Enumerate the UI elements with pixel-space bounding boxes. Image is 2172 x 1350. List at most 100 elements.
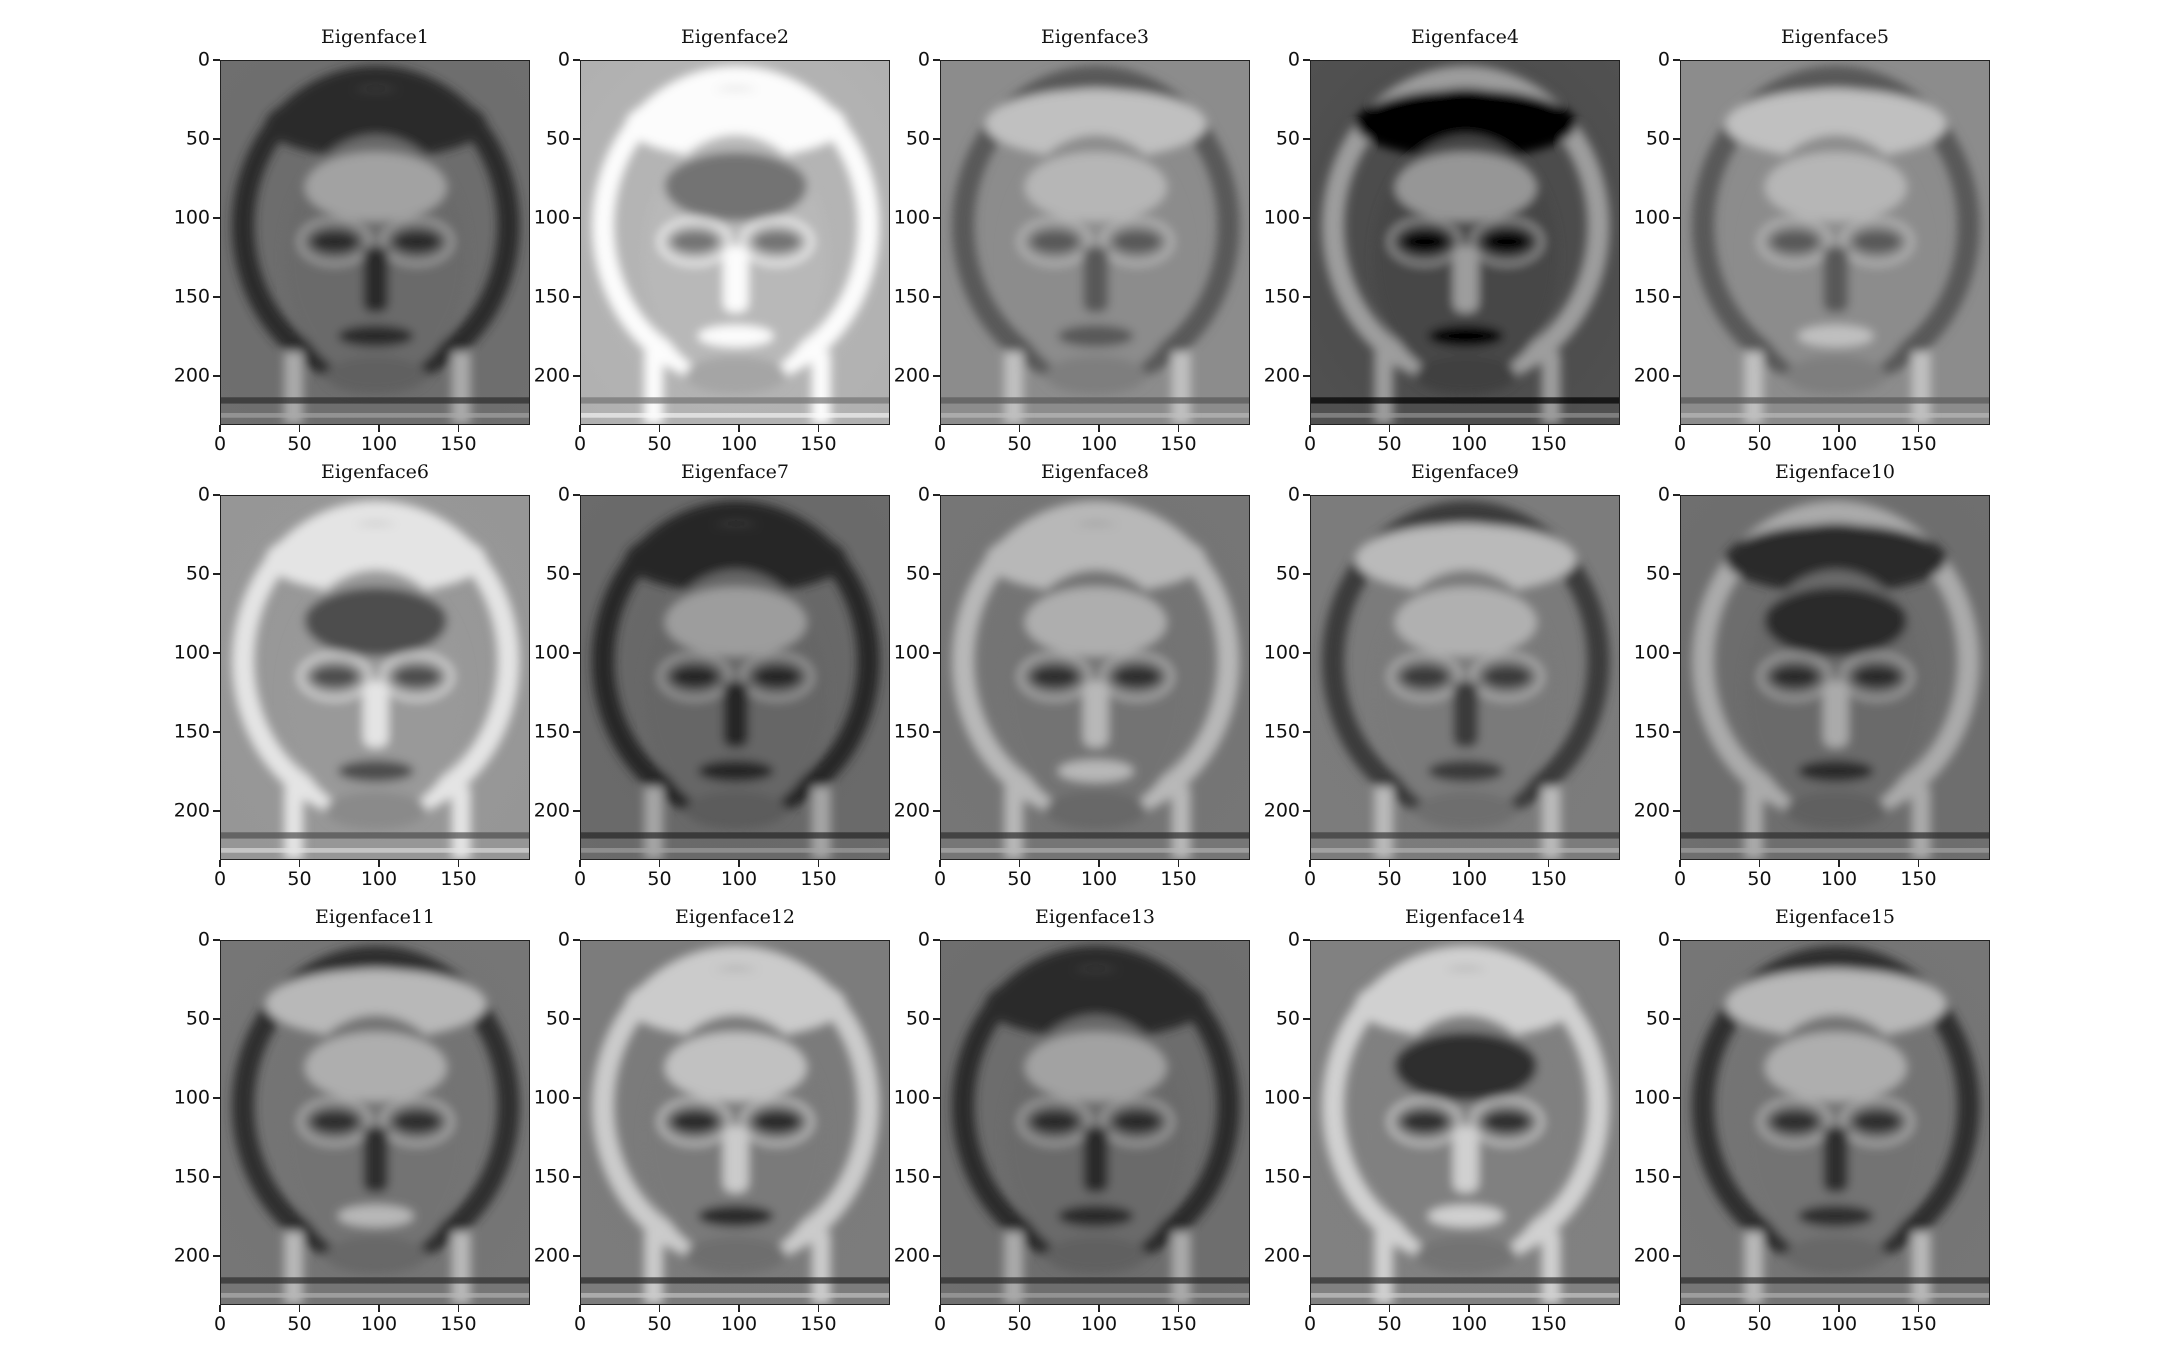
y-tick-mark	[1303, 1097, 1310, 1099]
mouth	[337, 1205, 414, 1227]
x-tick-label: 150	[800, 1313, 837, 1335]
left-lens	[658, 217, 732, 266]
y-tick-label: 100	[1263, 206, 1300, 229]
y-tick-label: 200	[533, 799, 570, 822]
eigenface-image	[941, 496, 1249, 859]
image-axes	[220, 495, 530, 860]
face-features	[1322, 65, 1610, 424]
y-tick-label: 150	[1263, 285, 1300, 308]
bottom-band	[1681, 1293, 1989, 1298]
x-tick-label: 0	[1673, 433, 1687, 455]
x-tick-mark	[579, 860, 581, 867]
y-tick-label: 100	[173, 206, 210, 229]
x-tick-label: 50	[1007, 433, 1032, 455]
face-features	[592, 65, 880, 424]
right-lens	[1840, 1097, 1914, 1146]
right-lens	[740, 217, 814, 266]
nose	[1823, 1126, 1849, 1193]
hair-band	[625, 969, 847, 1039]
y-tick-label: 50	[905, 562, 930, 585]
image-axes	[1310, 940, 1620, 1305]
eigenface-image	[581, 61, 889, 424]
nose	[1453, 1126, 1479, 1193]
x-tick-mark	[1917, 425, 1920, 432]
left-lens	[1388, 1097, 1462, 1146]
y-tick-label: 0	[1657, 928, 1670, 951]
y-tick-mark	[573, 573, 580, 575]
y-tick-mark	[573, 375, 580, 377]
y-tick-label: 50	[545, 127, 570, 150]
bottom-band	[581, 397, 889, 404]
y-tick-mark	[1673, 652, 1680, 654]
forehead	[1024, 587, 1167, 657]
x-tick-label: 50	[1747, 868, 1772, 890]
image-axes	[940, 940, 1250, 1305]
x-tick-mark	[1917, 860, 1920, 867]
face-features	[232, 945, 520, 1304]
forehead	[1764, 1032, 1907, 1102]
y-tick-mark	[1303, 573, 1310, 575]
left-eye	[1401, 665, 1449, 688]
hair-band	[985, 89, 1207, 159]
y-tick-label: 0	[197, 48, 210, 71]
right-neck-streak	[451, 786, 471, 859]
nose	[1453, 681, 1479, 748]
nose	[723, 1126, 749, 1193]
hair-band	[265, 524, 487, 594]
forehead	[304, 587, 447, 657]
right-eye	[393, 230, 441, 253]
right-eye	[753, 665, 801, 688]
x-tick-mark	[1098, 860, 1100, 867]
y-tick-label: 200	[893, 1244, 930, 1267]
y-tick-label: 100	[1633, 1086, 1670, 1109]
chin	[1415, 356, 1517, 395]
y-tick-label: 100	[1263, 641, 1300, 664]
y-tick-mark	[213, 939, 220, 941]
hair-band	[1725, 89, 1947, 159]
right-eye	[1113, 230, 1161, 253]
mouth	[697, 325, 774, 347]
y-tick-label: 200	[173, 1244, 210, 1267]
left-neck-streak	[284, 786, 304, 859]
bottom-band	[1681, 832, 1989, 839]
bottom-band	[1681, 413, 1989, 418]
eigenface-image	[581, 941, 889, 1304]
y-tick-mark	[1673, 1097, 1680, 1099]
y-tick-label: 200	[533, 364, 570, 387]
y-tick-label: 150	[533, 720, 570, 743]
x-tick-label: 50	[1377, 433, 1402, 455]
mouth	[337, 325, 414, 347]
forehead	[1394, 1032, 1537, 1102]
x-tick-label: 0	[213, 433, 227, 455]
bottom-band	[1311, 1277, 1619, 1284]
y-tick-mark	[1303, 1255, 1310, 1257]
y-tick-label: 200	[173, 364, 210, 387]
y-tick-mark	[1673, 1255, 1680, 1257]
panel-title: Eigenface1	[321, 26, 429, 48]
right-lens	[740, 1097, 814, 1146]
y-tick-mark	[573, 1255, 580, 1257]
x-tick-mark	[219, 425, 221, 432]
x-tick-mark	[378, 860, 380, 867]
forehead	[664, 152, 807, 222]
y-tick-label: 150	[1633, 285, 1670, 308]
left-eye	[311, 230, 359, 253]
panel-title: Eigenface8	[1041, 461, 1149, 483]
y-tick-label: 0	[917, 483, 930, 506]
mouth	[697, 1205, 774, 1227]
right-lens	[1100, 217, 1174, 266]
x-tick-mark	[658, 1305, 661, 1312]
x-tick-label: 0	[1673, 1313, 1687, 1335]
nose	[1083, 1126, 1109, 1193]
right-eye	[1113, 1110, 1161, 1133]
mouth	[1797, 760, 1874, 782]
left-eye	[671, 1110, 719, 1133]
x-tick-mark	[1388, 1305, 1391, 1312]
y-tick-mark	[1303, 810, 1310, 812]
panel-title: Eigenface3	[1041, 26, 1149, 48]
y-tick-mark	[1303, 494, 1310, 496]
right-eye	[393, 1110, 441, 1133]
y-tick-label: 50	[1275, 562, 1300, 585]
panel-title: Eigenface15	[1774, 906, 1896, 928]
bottom-band	[941, 832, 1249, 839]
